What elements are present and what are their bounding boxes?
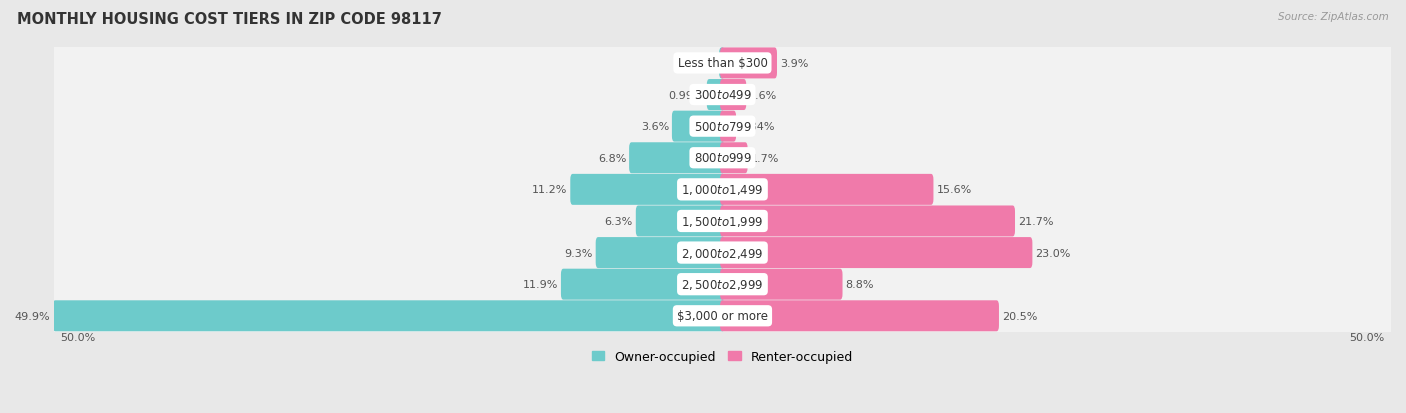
Legend: Owner-occupied, Renter-occupied: Owner-occupied, Renter-occupied [586,345,858,368]
FancyBboxPatch shape [52,134,1392,182]
Text: $800 to $999: $800 to $999 [693,152,751,165]
Text: 11.2%: 11.2% [531,185,568,195]
FancyBboxPatch shape [720,301,998,332]
FancyBboxPatch shape [596,237,725,268]
FancyBboxPatch shape [720,80,747,111]
FancyBboxPatch shape [52,71,1392,119]
Text: 6.3%: 6.3% [605,216,633,226]
Text: 0.07%: 0.07% [681,59,716,69]
FancyBboxPatch shape [720,48,778,79]
FancyBboxPatch shape [52,40,1392,88]
FancyBboxPatch shape [720,269,842,300]
Text: $2,500 to $2,999: $2,500 to $2,999 [681,278,763,292]
FancyBboxPatch shape [707,80,725,111]
FancyBboxPatch shape [720,237,1032,268]
Text: 9.3%: 9.3% [564,248,593,258]
FancyBboxPatch shape [53,301,725,332]
Text: 3.9%: 3.9% [780,59,808,69]
Text: 20.5%: 20.5% [1002,311,1038,321]
FancyBboxPatch shape [52,229,1392,277]
Text: Source: ZipAtlas.com: Source: ZipAtlas.com [1278,12,1389,22]
Text: Less than $300: Less than $300 [678,57,768,70]
FancyBboxPatch shape [720,112,737,142]
Text: 50.0%: 50.0% [60,332,96,342]
FancyBboxPatch shape [718,48,725,79]
FancyBboxPatch shape [52,261,1392,309]
Text: 49.9%: 49.9% [14,311,49,321]
Text: 0.99%: 0.99% [668,90,704,100]
Text: 23.0%: 23.0% [1035,248,1071,258]
Text: 3.6%: 3.6% [641,122,669,132]
FancyBboxPatch shape [52,292,1392,340]
Text: $3,000 or more: $3,000 or more [676,309,768,323]
FancyBboxPatch shape [571,174,725,205]
Text: $2,000 to $2,499: $2,000 to $2,499 [681,246,763,260]
Text: $1,500 to $1,999: $1,500 to $1,999 [681,214,763,228]
FancyBboxPatch shape [52,197,1392,245]
Text: $1,000 to $1,499: $1,000 to $1,499 [681,183,763,197]
Text: 50.0%: 50.0% [1350,332,1385,342]
FancyBboxPatch shape [720,174,934,205]
Text: 0.84%: 0.84% [740,122,775,132]
FancyBboxPatch shape [52,166,1392,214]
Text: 8.8%: 8.8% [845,280,875,290]
Text: MONTHLY HOUSING COST TIERS IN ZIP CODE 98117: MONTHLY HOUSING COST TIERS IN ZIP CODE 9… [17,12,441,27]
FancyBboxPatch shape [636,206,725,237]
Text: 11.9%: 11.9% [523,280,558,290]
Text: $500 to $799: $500 to $799 [693,120,751,133]
Text: 21.7%: 21.7% [1018,216,1053,226]
Text: $300 to $499: $300 to $499 [693,89,751,102]
FancyBboxPatch shape [720,206,1015,237]
FancyBboxPatch shape [720,143,748,174]
FancyBboxPatch shape [52,103,1392,151]
Text: 1.7%: 1.7% [751,153,779,164]
FancyBboxPatch shape [672,112,725,142]
Text: 15.6%: 15.6% [936,185,972,195]
FancyBboxPatch shape [561,269,725,300]
FancyBboxPatch shape [628,143,725,174]
Text: 1.6%: 1.6% [749,90,778,100]
Text: 6.8%: 6.8% [598,153,626,164]
